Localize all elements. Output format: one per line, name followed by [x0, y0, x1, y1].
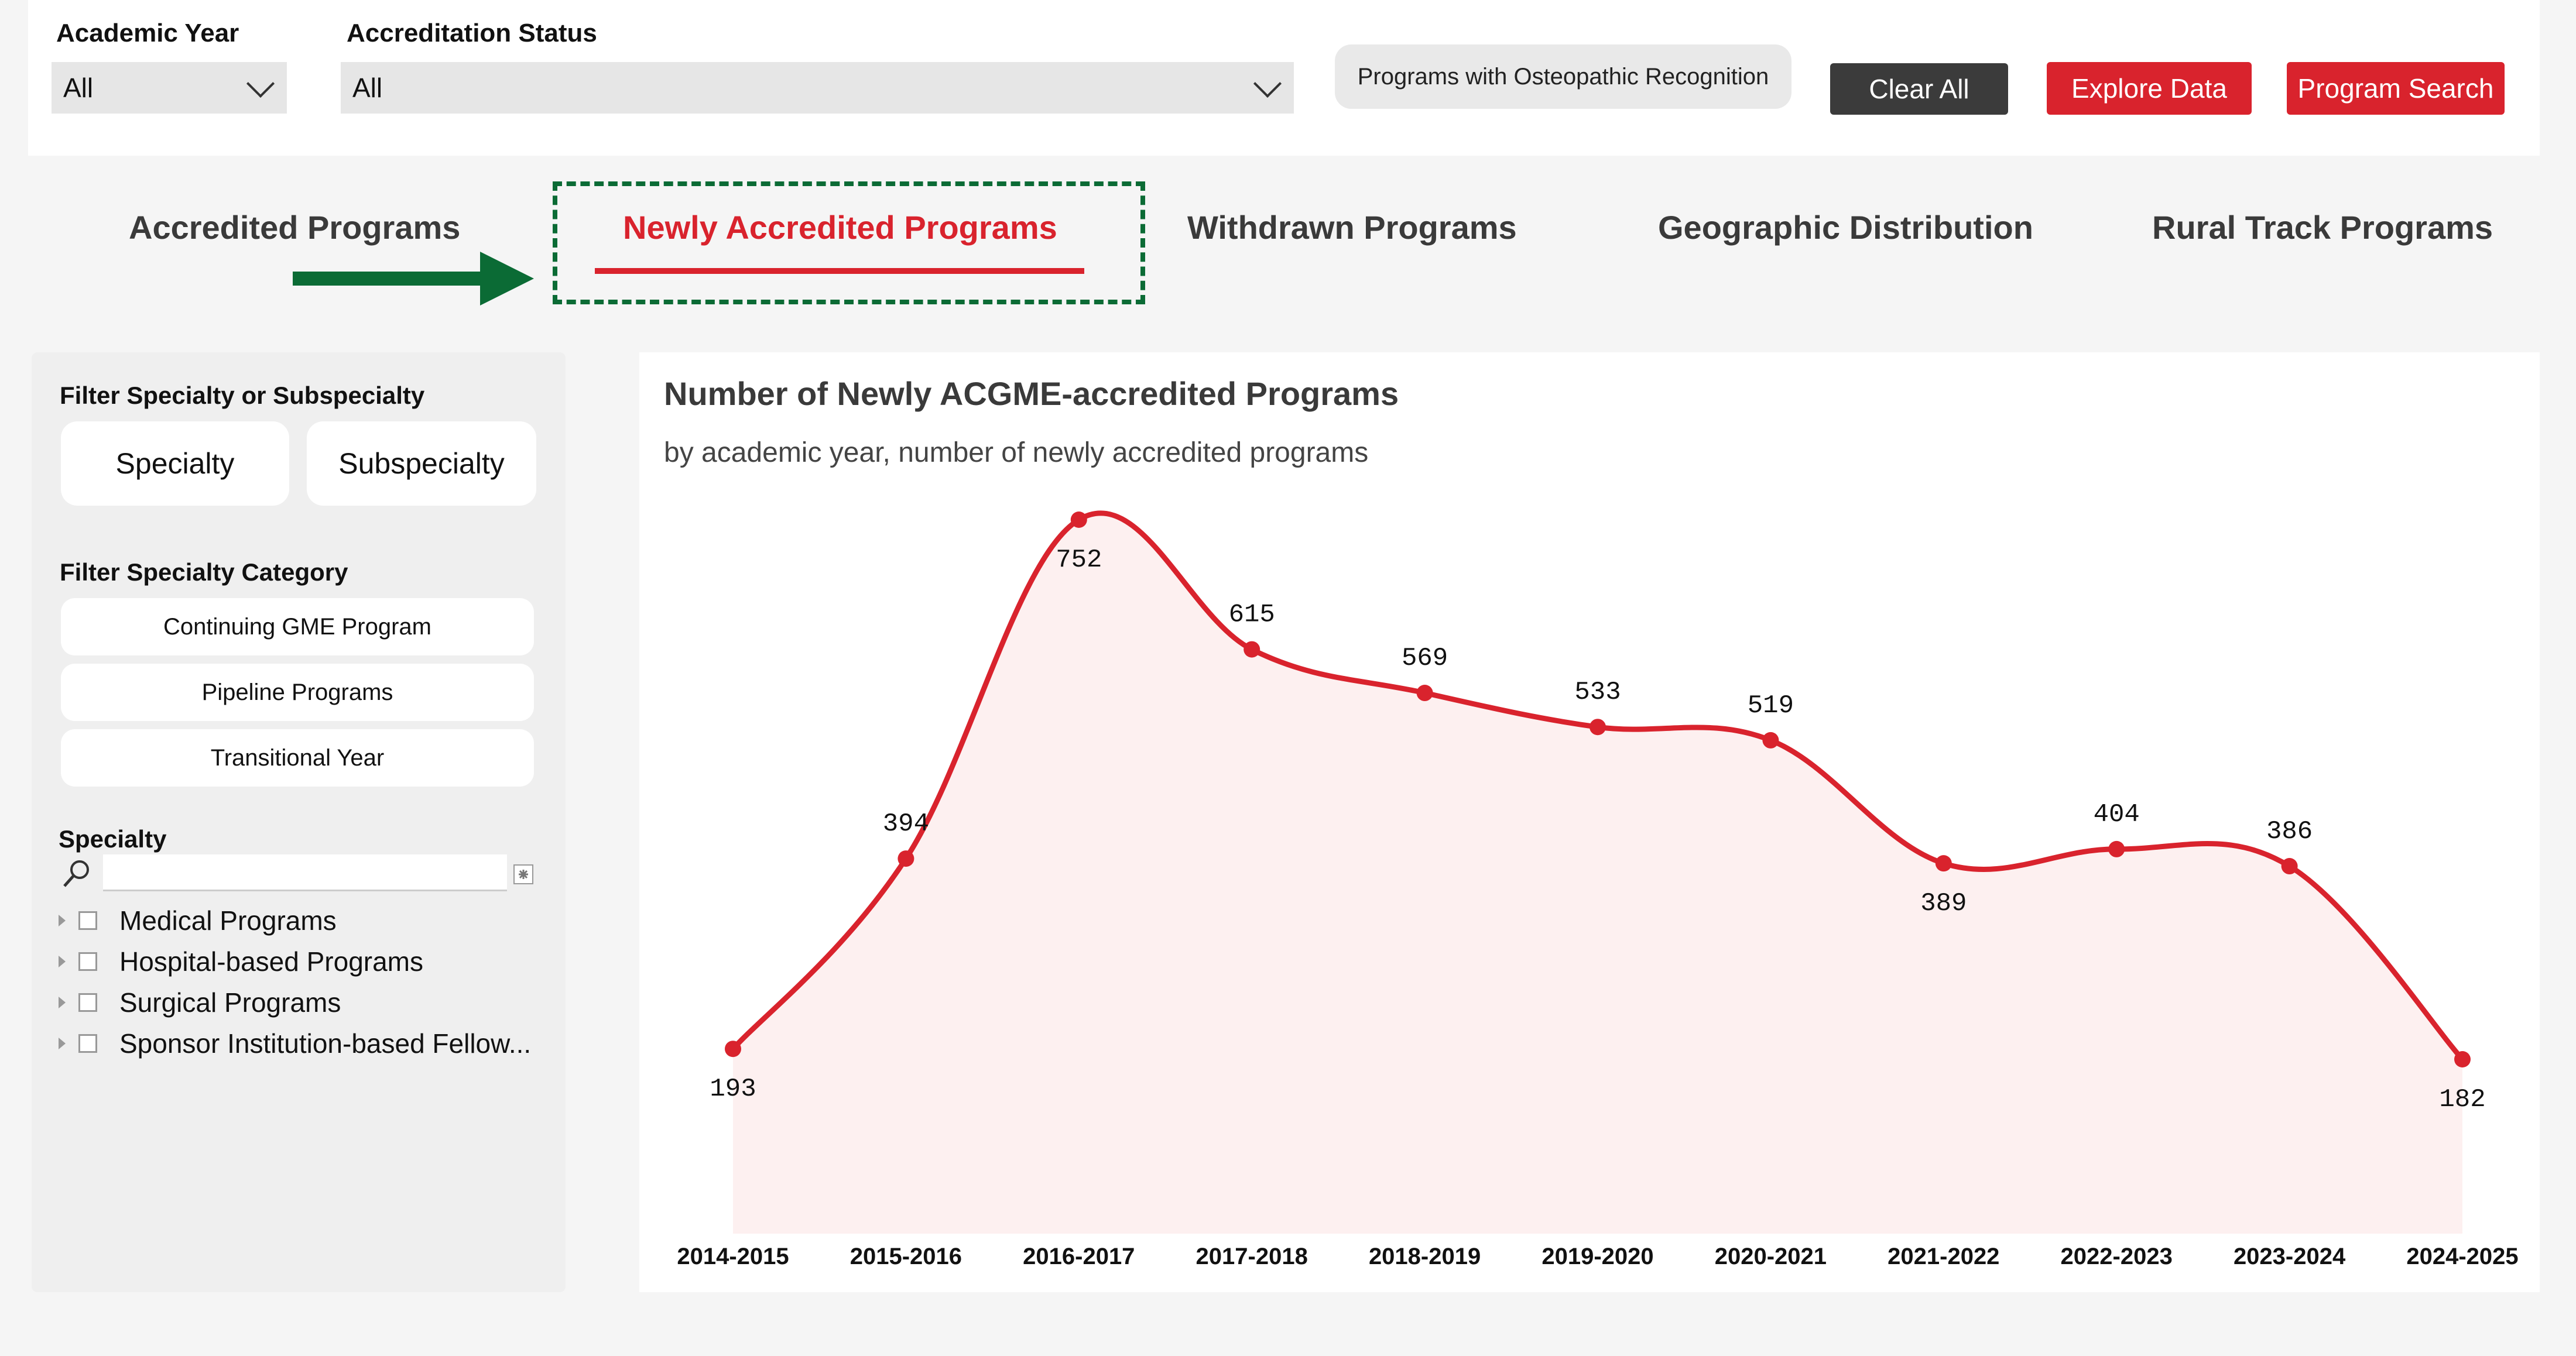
expand-arrow-icon[interactable]	[59, 997, 66, 1008]
category-transitional-year-button[interactable]: Transitional Year	[61, 729, 534, 787]
data-point[interactable]	[1935, 855, 1952, 872]
filter-category-title: Filter Specialty Category	[60, 558, 348, 586]
program-search-button[interactable]: Program Search	[2287, 62, 2505, 115]
data-point[interactable]	[1762, 732, 1779, 749]
data-label: 519	[1748, 691, 1794, 720]
tab-withdrawn-programs[interactable]: Withdrawn Programs	[1187, 209, 1517, 246]
x-tick-label: 2023-2024	[2234, 1244, 2346, 1269]
osteopathic-recognition-button[interactable]: Programs with Osteopathic Recognition	[1335, 44, 1791, 109]
expand-arrow-icon[interactable]	[59, 1038, 66, 1049]
accreditation-status-label: Accreditation Status	[347, 19, 597, 47]
explore-data-button[interactable]: Explore Data	[2047, 62, 2252, 115]
checkbox[interactable]	[78, 952, 97, 971]
data-label: 394	[883, 809, 929, 839]
subspecialty-button[interactable]: Subspecialty	[307, 421, 536, 506]
active-tab-underline	[595, 268, 1084, 274]
academic-year-dropdown[interactable]: All	[52, 62, 287, 114]
series-line	[731, 510, 2465, 1061]
chevron-down-icon	[246, 69, 275, 98]
specialty-button[interactable]: Specialty	[61, 421, 289, 506]
x-tick-label: 2016-2017	[1023, 1244, 1135, 1269]
checkbox[interactable]	[78, 1034, 97, 1053]
line-area-chart: 193 2014-2015 394 2015-2016 752 2016-2017 615 2…	[677, 510, 2519, 1269]
academic-year-value: All	[63, 73, 94, 103]
expand-arrow-icon[interactable]	[59, 956, 66, 967]
x-tick-label: 2019-2020	[1542, 1244, 1653, 1269]
expand-arrow-icon[interactable]	[59, 915, 66, 926]
tree-item-medical-programs[interactable]: Medical Programs	[59, 905, 337, 936]
data-point[interactable]	[1070, 511, 1087, 528]
search-icon	[63, 860, 89, 887]
data-label: 615	[1229, 600, 1275, 630]
tab-accredited-programs[interactable]: Accredited Programs	[129, 209, 461, 246]
data-point[interactable]	[1590, 719, 1606, 736]
data-point[interactable]	[1416, 685, 1433, 702]
tab-geographic-distribution[interactable]: Geographic Distribution	[1658, 209, 2033, 246]
data-label: 386	[2266, 817, 2313, 846]
x-tick-label: 2014-2015	[677, 1244, 789, 1269]
data-point[interactable]	[1244, 641, 1260, 658]
x-tick-label: 2018-2019	[1369, 1244, 1481, 1269]
category-pipeline-programs-button[interactable]: Pipeline Programs	[61, 664, 534, 721]
data-label: 182	[2439, 1085, 2485, 1114]
x-tick-label: 2024-2025	[2406, 1244, 2518, 1269]
data-label: 404	[2094, 800, 2140, 829]
checkbox[interactable]	[78, 911, 97, 930]
green-arrow-icon	[293, 252, 534, 305]
accreditation-status-value: All	[352, 73, 383, 103]
data-label: 389	[1920, 889, 1967, 918]
tree-item-sponsor-institution-fellowships[interactable]: Sponsor Institution-based Fellow...	[59, 1028, 531, 1059]
data-label: 569	[1402, 644, 1448, 673]
data-point[interactable]	[2281, 858, 2298, 875]
x-tick-label: 2021-2022	[1888, 1244, 1999, 1269]
accreditation-status-dropdown[interactable]: All	[341, 62, 1294, 114]
data-point[interactable]	[898, 850, 914, 867]
checkbox[interactable]	[78, 993, 97, 1012]
data-point[interactable]	[2108, 840, 2125, 857]
clear-all-button[interactable]: Clear All	[1830, 63, 2008, 115]
clear-search-icon[interactable]	[513, 864, 534, 885]
specialty-search-box[interactable]	[61, 854, 534, 893]
chevron-down-icon	[1253, 69, 1282, 98]
tab-rural-track-programs[interactable]: Rural Track Programs	[2152, 209, 2493, 246]
academic-year-label: Academic Year	[56, 19, 239, 47]
tree-item-hospital-based-programs[interactable]: Hospital-based Programs	[59, 946, 423, 977]
area-fill	[733, 513, 2462, 1234]
highlight-box	[553, 181, 1145, 304]
x-tick-label: 2022-2023	[2061, 1244, 2173, 1269]
specialty-title: Specialty	[59, 825, 167, 853]
x-tick-label: 2015-2016	[850, 1244, 962, 1269]
category-continuing-gme-button[interactable]: Continuing GME Program	[61, 598, 534, 655]
x-tick-label: 2017-2018	[1196, 1244, 1308, 1269]
data-point[interactable]	[725, 1041, 741, 1058]
data-label: 533	[1574, 678, 1621, 707]
data-label: 752	[1056, 545, 1102, 575]
tab-newly-accredited-programs[interactable]: Newly Accredited Programs	[623, 209, 1057, 246]
chart-title: Number of Newly ACGME-accredited Program…	[664, 375, 1399, 412]
filter-panel	[32, 352, 566, 1292]
chart-subtitle: by academic year, number of newly accred…	[664, 437, 1369, 468]
filter-specialty-title: Filter Specialty or Subspecialty	[60, 382, 425, 409]
data-label: 193	[710, 1074, 756, 1104]
tree-item-surgical-programs[interactable]: Surgical Programs	[59, 987, 341, 1018]
search-input[interactable]	[103, 854, 507, 891]
x-tick-label: 2020-2021	[1715, 1244, 1827, 1269]
data-point[interactable]	[2454, 1051, 2471, 1067]
